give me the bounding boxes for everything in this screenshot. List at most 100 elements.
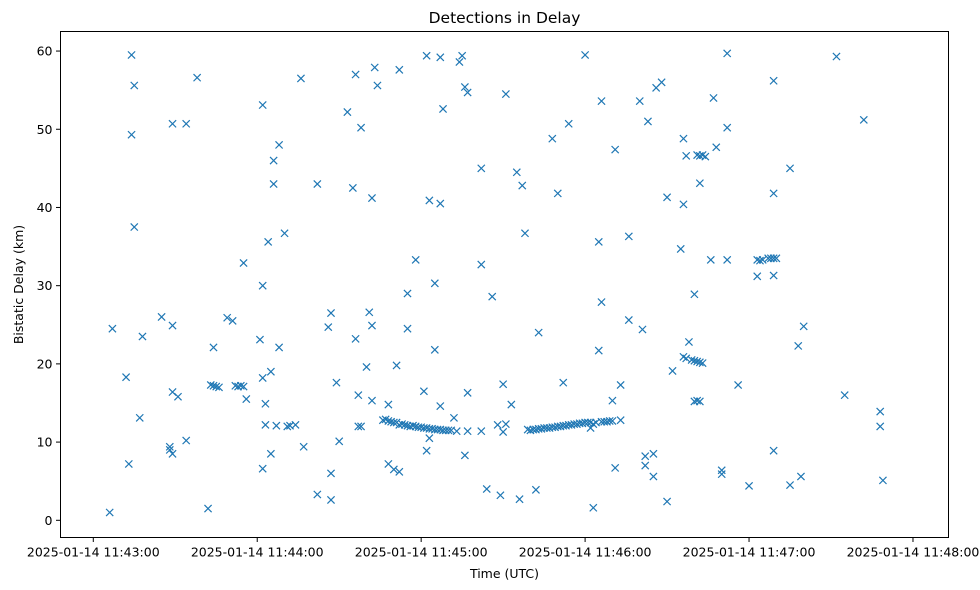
data-point-89 xyxy=(395,65,404,74)
data-point-250 xyxy=(769,76,778,85)
data-point-16 xyxy=(168,449,177,458)
data-point-4 xyxy=(127,50,136,59)
data-point-212 xyxy=(668,366,677,375)
data-point-211 xyxy=(663,497,672,506)
data-point-230 xyxy=(695,397,704,406)
data-point-2 xyxy=(122,373,131,382)
data-point-28 xyxy=(228,316,237,325)
data-point-228 xyxy=(695,179,704,188)
data-point-252 xyxy=(769,271,778,280)
x-tick-label-1: 2025-01-14 11:44:00 xyxy=(191,545,324,560)
data-point-36 xyxy=(258,281,267,290)
data-point-34 xyxy=(242,395,251,404)
data-point-55 xyxy=(299,442,308,451)
data-point-144 xyxy=(501,90,510,99)
data-point-32 xyxy=(239,258,248,268)
data-point-138 xyxy=(488,292,497,301)
data-point-50 xyxy=(280,229,289,238)
data-point-53 xyxy=(291,420,300,429)
data-point-37 xyxy=(258,373,267,382)
data-point-258 xyxy=(794,341,803,350)
data-point-142 xyxy=(499,427,508,436)
data-point-61 xyxy=(326,309,336,318)
data-point-129 xyxy=(460,83,469,92)
data-point-17 xyxy=(173,392,183,401)
data-point-73 xyxy=(365,308,374,317)
data-point-48 xyxy=(275,140,284,149)
chart-title: Detections in Delay xyxy=(429,9,581,27)
x-tick-label-3: 2025-01-14 11:46:00 xyxy=(519,545,652,560)
data-point-127 xyxy=(455,57,464,67)
data-point-207 xyxy=(649,472,658,481)
data-point-257 xyxy=(786,481,795,490)
data-point-74 xyxy=(367,321,377,330)
data-point-235 xyxy=(709,93,718,103)
data-point-246 xyxy=(755,256,764,265)
data-point-7 xyxy=(130,222,139,232)
y-tick-label-6: 60 xyxy=(37,44,53,59)
data-point-149 xyxy=(520,229,530,238)
data-point-242 xyxy=(734,380,743,390)
data-point-5 xyxy=(127,130,136,139)
data-point-259 xyxy=(796,472,805,481)
data-point-76 xyxy=(367,194,377,203)
data-point-237 xyxy=(717,466,726,475)
data-point-238 xyxy=(717,470,726,479)
x-tick-label-4: 2025-01-14 11:47:00 xyxy=(683,545,816,560)
data-point-155 xyxy=(534,328,543,337)
data-point-113 xyxy=(430,279,439,288)
data-point-49 xyxy=(275,343,284,352)
data-point-81 xyxy=(384,400,393,409)
data-point-205 xyxy=(643,117,652,126)
data-point-145 xyxy=(507,400,516,409)
data-point-216 xyxy=(679,200,688,209)
data-point-134 xyxy=(477,427,486,436)
data-point-262 xyxy=(840,391,849,400)
data-point-94 xyxy=(403,324,412,333)
data-point-130 xyxy=(460,451,469,460)
x-tick-label-0: 2025-01-14 11:43:00 xyxy=(27,545,160,560)
data-point-69 xyxy=(354,422,363,431)
data-point-132 xyxy=(463,388,472,397)
data-point-224 xyxy=(693,357,702,366)
data-point-256 xyxy=(786,164,795,173)
y-tick-label-5: 50 xyxy=(37,122,53,137)
data-point-107 xyxy=(422,446,431,455)
data-point-11 xyxy=(165,442,174,451)
data-point-253 xyxy=(769,254,778,263)
data-point-35 xyxy=(255,335,264,344)
data-point-263 xyxy=(859,115,868,124)
data-point-198 xyxy=(616,416,625,425)
data-point-78 xyxy=(373,81,382,90)
data-point-139 xyxy=(493,420,502,429)
data-point-188 xyxy=(597,97,606,106)
data-point-85 xyxy=(389,418,398,427)
data-point-65 xyxy=(348,183,357,192)
data-point-88 xyxy=(392,361,401,370)
data-point-58 xyxy=(324,323,333,332)
data-point-57 xyxy=(313,490,322,499)
data-point-66 xyxy=(351,70,360,79)
data-point-95 xyxy=(403,289,412,298)
data-point-110 xyxy=(425,434,434,443)
data-point-98 xyxy=(408,421,417,430)
data-point-118 xyxy=(436,402,445,411)
data-point-3 xyxy=(124,459,133,469)
data-point-141 xyxy=(499,380,508,389)
data-point-251 xyxy=(769,189,778,198)
data-point-233 xyxy=(701,152,710,161)
data-point-260 xyxy=(799,322,808,331)
data-point-42 xyxy=(264,237,273,246)
data-point-6 xyxy=(130,81,139,90)
data-point-202 xyxy=(638,325,647,334)
y-tick-label-2: 20 xyxy=(37,356,53,371)
data-point-86 xyxy=(389,465,398,474)
data-point-1 xyxy=(108,324,117,333)
y-tick-label-4: 40 xyxy=(37,200,53,215)
data-point-116 xyxy=(436,53,445,62)
data-point-218 xyxy=(682,354,691,363)
data-point-206 xyxy=(649,449,658,458)
data-point-245 xyxy=(753,272,762,281)
data-point-72 xyxy=(362,362,371,372)
data-point-266 xyxy=(878,476,887,485)
